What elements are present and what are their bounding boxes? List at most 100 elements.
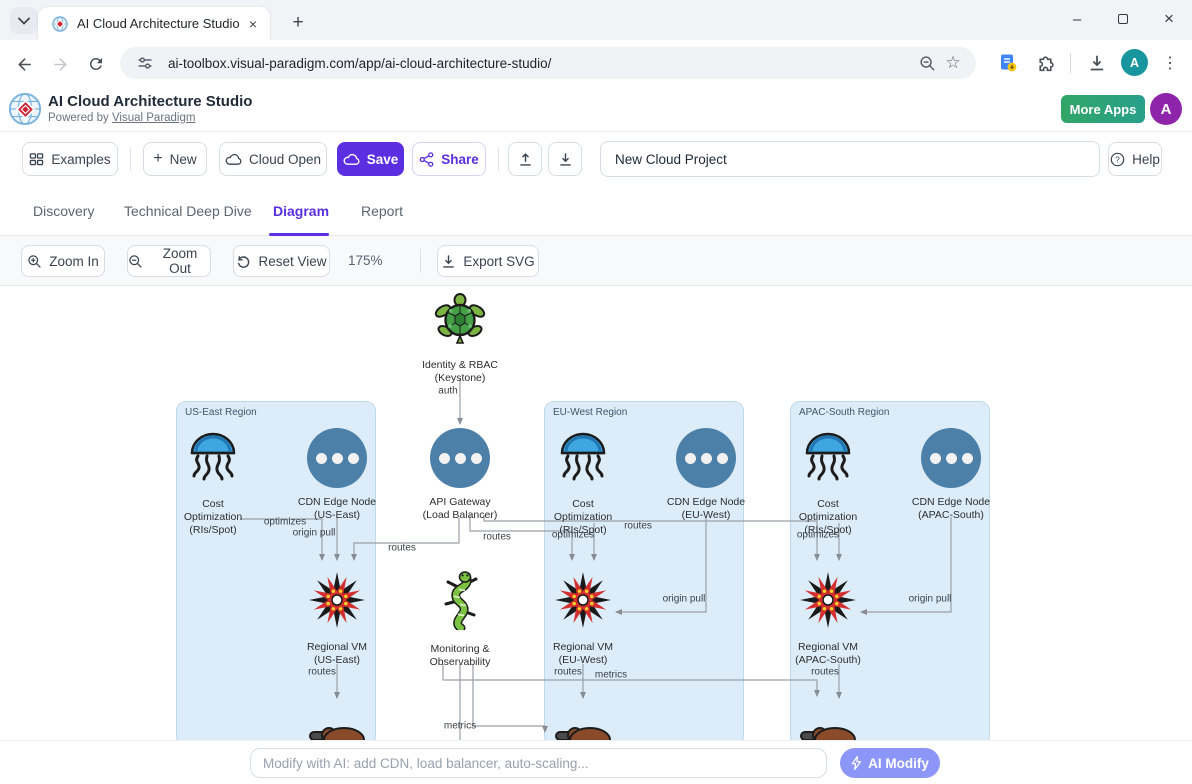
- tab-technical-deep-dive[interactable]: Technical Deep Dive: [124, 202, 252, 219]
- browser-tab[interactable]: AI Cloud Architecture Studio ×: [38, 7, 270, 40]
- export-svg-button[interactable]: Export SVG: [437, 245, 539, 277]
- zoom-in-button[interactable]: Zoom In: [21, 245, 105, 277]
- share-button[interactable]: Share: [412, 142, 486, 176]
- bookmark-star-icon[interactable]: ☆: [945, 53, 961, 72]
- zoom-out-page-icon[interactable]: [914, 50, 940, 76]
- node-monitoring-observability[interactable]: Monitoring & Observability: [400, 570, 520, 669]
- diagram-canvas[interactable]: US-East Region EU-West Region APAC-South…: [0, 286, 1192, 740]
- tab-discovery[interactable]: Discovery: [33, 202, 95, 219]
- zoom-in-icon: [28, 254, 42, 268]
- node-regional-vm-eu-west[interactable]: Regional VM (EU-West): [523, 572, 643, 667]
- edge-label-routes: routes: [308, 666, 336, 678]
- node-bottom-us-east[interactable]: [309, 719, 365, 740]
- node-label: Cost Optimization (RIs/Spot): [553, 498, 613, 537]
- tab-close-icon[interactable]: ×: [248, 15, 258, 32]
- download-icon: [559, 152, 571, 166]
- back-icon[interactable]: [12, 52, 36, 76]
- reading-list-icon[interactable]: [995, 50, 1021, 76]
- node-cost-optimization-us-east[interactable]: Cost Optimization (RIs/Spot): [153, 427, 273, 537]
- new-button[interactable]: + New: [143, 142, 207, 176]
- forward-icon[interactable]: [48, 52, 72, 76]
- user-avatar[interactable]: A: [1150, 93, 1182, 125]
- node-regional-vm-apac-south[interactable]: Regional VM (APAC-South): [768, 572, 888, 667]
- reset-icon: [238, 255, 250, 268]
- app-toolbar: Examples + New Cloud Open Save Share: [0, 132, 1192, 186]
- node-regional-vm-us-east[interactable]: Regional VM (US-East): [277, 572, 397, 667]
- node-bottom-apac-south[interactable]: [800, 719, 856, 740]
- downloads-icon[interactable]: [1084, 50, 1110, 76]
- powered-by: Powered by Visual Paradigm: [48, 112, 195, 124]
- reset-view-button[interactable]: Reset View: [233, 245, 330, 277]
- region-label: US-East Region: [185, 407, 257, 418]
- browser-profile-avatar[interactable]: A: [1121, 49, 1148, 76]
- node-cdn-edge-node-apac-south[interactable]: CDN Edge Node (APAC-South): [891, 428, 1011, 522]
- node-cost-optimization-apac-south[interactable]: Cost Optimization (RIs/Spot): [768, 427, 888, 537]
- share-label: Share: [441, 151, 479, 167]
- jellyfish-icon: [800, 427, 856, 490]
- lightning-bolt-icon: [851, 756, 862, 770]
- window-maximize-button[interactable]: [1100, 0, 1146, 38]
- tab-diagram[interactable]: Diagram: [273, 202, 330, 219]
- download-button[interactable]: [548, 142, 582, 176]
- upload-icon: [519, 152, 531, 166]
- window-close-button[interactable]: ×: [1164, 9, 1174, 28]
- new-tab-button[interactable]: +: [292, 12, 304, 33]
- node-identity-rbac[interactable]: Identity & RBAC (Keystone): [400, 292, 520, 385]
- ai-modify-button[interactable]: AI Modify: [840, 748, 940, 778]
- starburst-icon: [800, 572, 856, 633]
- plus-icon: +: [153, 150, 163, 167]
- node-label: Monitoring & Observability: [429, 643, 491, 669]
- edge-label-routes: routes: [624, 520, 652, 532]
- ellipsis-circle-icon: [307, 428, 367, 488]
- upload-button[interactable]: [508, 142, 542, 176]
- edge-label-origin-pull: origin pull: [662, 593, 706, 605]
- more-apps-button[interactable]: More Apps: [1061, 95, 1145, 123]
- help-button[interactable]: ? Help: [1108, 142, 1162, 176]
- save-button[interactable]: Save: [337, 142, 404, 176]
- node-label: Regional VM (US-East): [306, 641, 368, 667]
- node-label: Cost Optimization (RIs/Spot): [798, 498, 858, 537]
- node-label: Identity & RBAC (Keystone): [422, 359, 498, 385]
- reload-icon[interactable]: [84, 52, 108, 76]
- edge-label-origin-pull: origin pull: [292, 527, 336, 539]
- window-minimize-button[interactable]: –: [1072, 10, 1082, 28]
- examples-label: Examples: [51, 151, 111, 167]
- region-label: EU-West Region: [553, 407, 628, 418]
- node-label: Cost Optimization (RIs/Spot): [183, 498, 243, 537]
- powered-by-prefix: Powered by: [48, 112, 112, 124]
- project-name-input[interactable]: [600, 141, 1100, 177]
- zoom-out-button[interactable]: Zoom Out: [127, 245, 211, 277]
- tab-report[interactable]: Report: [361, 202, 404, 219]
- node-bottom-eu-west[interactable]: [555, 719, 611, 740]
- visual-paradigm-link[interactable]: Visual Paradigm: [111, 112, 196, 124]
- node-cdn-edge-node-eu-west[interactable]: CDN Edge Node (EU-West): [646, 428, 766, 522]
- platypus-icon: [309, 719, 365, 740]
- region-label: APAC-South Region: [799, 407, 890, 418]
- browser-menu-kebab-icon[interactable]: ⋮: [1162, 55, 1178, 72]
- edge-label-optimizes: optimizes: [551, 529, 595, 541]
- ellipsis-circle-icon: [921, 428, 981, 488]
- jellyfish-icon: [555, 427, 611, 490]
- edge-label-metrics: metrics: [443, 720, 477, 732]
- edge-label-optimizes: optimizes: [263, 516, 307, 528]
- node-cost-optimization-eu-west[interactable]: Cost Optimization (RIs/Spot): [523, 427, 643, 537]
- starburst-icon: [309, 572, 365, 633]
- zoom-out-label: Zoom Out: [162, 246, 198, 276]
- node-cdn-edge-node-us-east[interactable]: CDN Edge Node (US-East): [277, 428, 397, 522]
- tab-search-chevron-icon[interactable]: [10, 7, 38, 34]
- url-text[interactable]: ai-toolbox.visual-paradigm.com/app/ai-cl…: [168, 55, 552, 71]
- examples-button[interactable]: Examples: [22, 142, 118, 176]
- url-omnibox[interactable]: ai-toolbox.visual-paradigm.com/app/ai-cl…: [120, 47, 976, 79]
- ellipsis-circle-icon: [676, 428, 736, 488]
- extensions-puzzle-icon[interactable]: [1032, 50, 1058, 76]
- site-settings-icon[interactable]: [132, 50, 158, 76]
- zoom-in-label: Zoom In: [49, 253, 99, 269]
- edge-label-optimizes: optimizes: [796, 529, 840, 541]
- cloud-open-button[interactable]: Cloud Open: [219, 142, 327, 176]
- platypus-icon: [800, 719, 856, 740]
- reset-view-label: Reset View: [258, 253, 327, 269]
- zoombar-separator: [420, 249, 421, 273]
- ai-prompt-input[interactable]: [250, 748, 827, 778]
- node-api-gateway[interactable]: API Gateway (Load Balancer): [400, 428, 520, 522]
